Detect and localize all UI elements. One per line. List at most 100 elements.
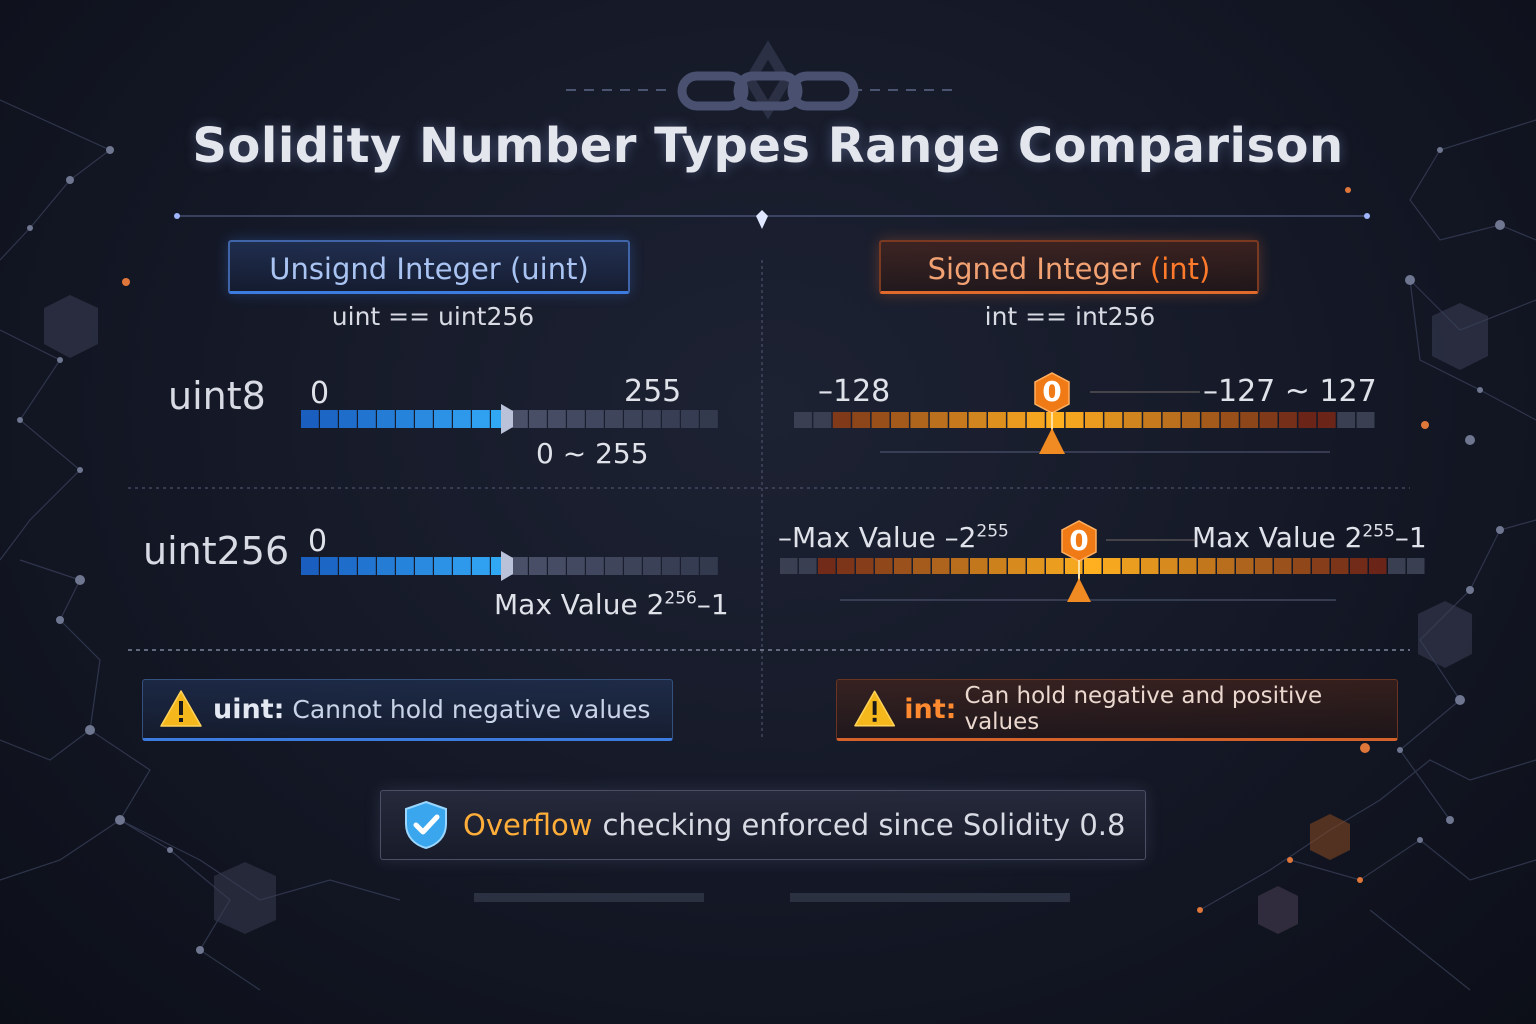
bar-segment — [1162, 412, 1181, 428]
bar-segment — [377, 557, 395, 575]
bar-segment — [415, 557, 433, 575]
int-note-text: Can hold negative and positive values — [964, 683, 1323, 735]
bar-segment — [1279, 412, 1297, 428]
uint256-label: uint256 — [143, 529, 290, 573]
chain-icon — [677, 40, 859, 120]
int256-zero-badge — [1061, 520, 1097, 562]
warning-icon — [854, 690, 896, 727]
bar-segment — [1312, 558, 1330, 574]
bar-segment — [871, 412, 890, 428]
bar-segment — [605, 557, 623, 575]
uint-alias: uint == uint256 — [331, 302, 535, 331]
int8-zero-badge — [1034, 372, 1070, 414]
int-note: int: Can hold negative and positive valu… — [836, 679, 1398, 741]
uint256-range: Max Value 2256–1 — [494, 588, 729, 621]
bar-segment — [434, 410, 452, 428]
bar-segment — [415, 410, 433, 428]
bar-segment — [396, 557, 414, 575]
bar-segment — [913, 558, 931, 574]
uint-note-keyword: uint: — [213, 693, 285, 725]
bar-segment — [1407, 558, 1425, 574]
bar-segment — [1240, 412, 1259, 428]
bar-segment — [1008, 558, 1026, 574]
bar-segment — [837, 558, 855, 574]
bar-segment — [1236, 558, 1254, 574]
bar-segment — [1293, 558, 1311, 574]
int8-min: –128 — [818, 374, 891, 409]
bar-segment — [586, 410, 604, 428]
bar-segment — [1084, 558, 1102, 574]
bar-segment — [1198, 558, 1216, 574]
bar-segment — [377, 410, 395, 428]
uint-note-text: Cannot hold negative values — [292, 694, 651, 724]
int256-max: Max Value 2255–1 — [1192, 521, 1427, 554]
bar-segment — [681, 557, 699, 575]
bar-segment — [968, 412, 987, 428]
bar-segment — [894, 558, 912, 574]
bar-segment — [1104, 412, 1123, 428]
bar-segment — [1182, 412, 1200, 428]
shield-check-icon — [405, 800, 447, 850]
uint256-range-bar — [301, 551, 718, 581]
int256-min: –Max Value –2255 — [778, 521, 1009, 554]
bar-segment — [1337, 412, 1356, 428]
bar-segment — [1350, 558, 1368, 574]
bar-segment — [1027, 558, 1045, 574]
bar-segment — [780, 558, 798, 574]
bar-segment — [989, 558, 1007, 574]
bar-segment — [1007, 412, 1026, 428]
bar-segment — [1259, 412, 1278, 428]
bar-segment — [643, 410, 661, 428]
int256-marker — [1067, 578, 1091, 602]
uint256-marker — [501, 551, 513, 581]
bar-segment — [875, 558, 893, 574]
uint8-range-bar — [301, 404, 718, 434]
bar-segment — [1388, 558, 1406, 574]
bar-segment — [1065, 412, 1084, 428]
bar-segment — [301, 557, 319, 575]
bar-segment — [358, 410, 376, 428]
uint8-range: 0 ~ 255 — [536, 437, 649, 470]
bar-segment — [1255, 558, 1273, 574]
page-title: Solidity Number Types Range Comparison — [192, 118, 1344, 174]
bar-segment — [799, 558, 817, 574]
bar-segment — [813, 412, 832, 428]
bar-segment — [1141, 558, 1159, 574]
bar-segment — [1317, 412, 1336, 428]
bar-segment — [510, 557, 528, 575]
int256-range-bar — [780, 520, 1425, 602]
uint-heading: Unsignd Integer (uint) — [228, 240, 630, 294]
bar-segment — [1046, 558, 1064, 574]
bar-segment — [1331, 558, 1349, 574]
bar-segment — [358, 557, 376, 575]
bar-segment — [301, 410, 319, 428]
uint-note: uint: Cannot hold negative values — [142, 679, 673, 741]
banner-highlight: Overflow — [463, 808, 593, 842]
int8-zero-label: 0 — [1042, 375, 1062, 408]
bar-segment — [1085, 412, 1103, 428]
uint8-min: 0 — [310, 376, 330, 411]
bar-segment — [856, 558, 874, 574]
bar-segment — [529, 410, 547, 428]
bar-segment — [700, 557, 718, 575]
bar-segment — [1369, 558, 1387, 574]
bar-segment — [1201, 412, 1220, 428]
bar-segment — [339, 557, 357, 575]
bar-segment — [949, 412, 968, 428]
bar-segment — [832, 412, 851, 428]
bar-segment — [1220, 412, 1239, 428]
bar-segment — [988, 412, 1006, 428]
bar-segment — [548, 557, 566, 575]
bar-segment — [453, 410, 471, 428]
bar-segment — [794, 412, 812, 428]
bar-segment — [472, 557, 490, 575]
uint8-marker — [501, 404, 513, 434]
bar-segment — [970, 558, 988, 574]
uint256-min: 0 — [308, 524, 328, 559]
bar-segment — [932, 558, 950, 574]
bar-segment — [891, 412, 909, 428]
bar-segment — [624, 557, 642, 575]
banner-text: checking enforced since Solidity 0.8 — [602, 808, 1126, 842]
bar-segment — [1046, 412, 1065, 428]
int-note-keyword: int: — [904, 693, 957, 725]
